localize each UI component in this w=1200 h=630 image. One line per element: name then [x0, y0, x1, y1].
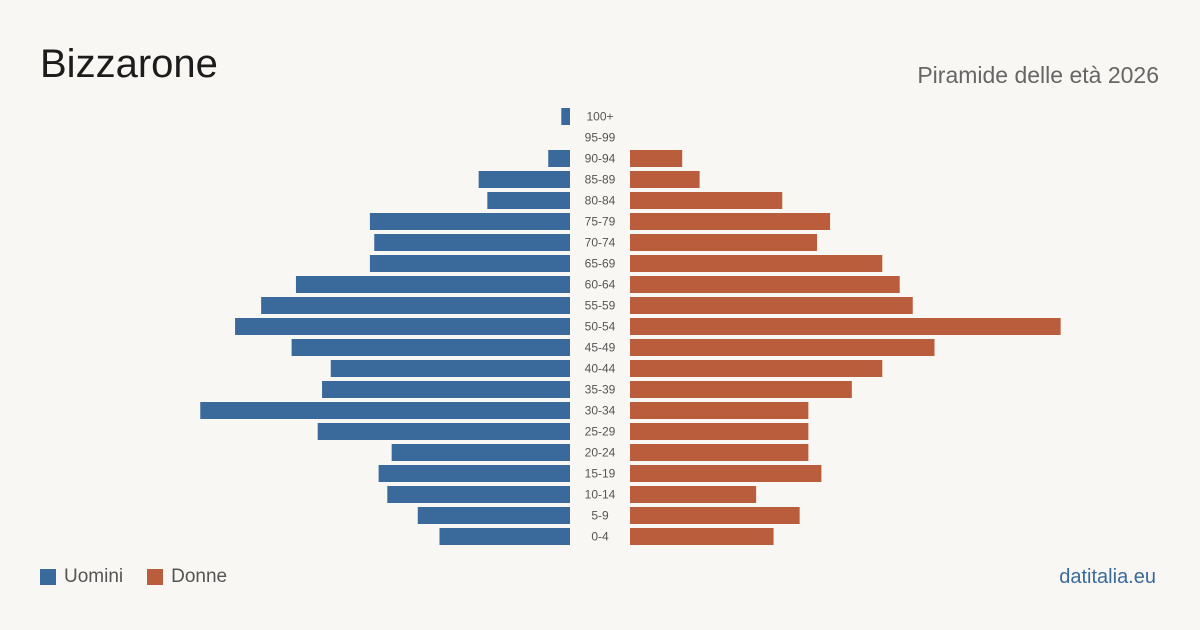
age-label-40-44: 40-44	[585, 362, 616, 376]
age-label-95-99: 95-99	[585, 131, 616, 145]
age-label-80-84: 80-84	[585, 194, 616, 208]
age-label-15-19: 15-19	[585, 467, 616, 481]
bar-women-5-9	[630, 507, 800, 524]
bar-men-70-74	[374, 234, 570, 251]
legend-item-men: Uomini	[40, 566, 123, 588]
bar-women-10-14	[630, 486, 757, 503]
bar-men-30-34	[200, 402, 570, 419]
age-label-45-49: 45-49	[585, 341, 616, 355]
age-label-55-59: 55-59	[585, 299, 616, 313]
legend-swatch-women	[147, 569, 164, 585]
age-label-5-9: 5-9	[591, 509, 609, 523]
bar-men-85-89	[478, 171, 570, 188]
chart-title: Bizzarone	[40, 42, 218, 86]
bar-men-50-54	[235, 318, 571, 335]
age-label-85-89: 85-89	[585, 173, 616, 187]
bar-men-75-79	[369, 213, 570, 230]
bar-women-50-54	[630, 318, 1061, 335]
legend-label-men: Uomini	[64, 566, 124, 587]
bar-women-75-79	[630, 213, 831, 230]
legend-swatch-men	[40, 569, 56, 585]
legend-item-women: Donne	[147, 566, 227, 588]
bar-women-70-74	[630, 234, 818, 251]
age-label-70-74: 70-74	[585, 236, 616, 250]
bar-men-20-24	[391, 444, 570, 461]
age-label-65-69: 65-69	[585, 257, 616, 271]
age-label-60-64: 60-64	[585, 278, 616, 292]
age-label-30-34: 30-34	[585, 404, 616, 418]
bar-women-25-29	[630, 423, 809, 440]
bar-women-20-24	[630, 444, 809, 461]
age-label-0-4: 0-4	[591, 530, 609, 544]
bar-women-65-69	[630, 255, 883, 272]
bar-men-35-39	[322, 381, 570, 398]
age-label-90-94: 90-94	[585, 152, 616, 166]
bar-men-0-4	[439, 528, 570, 545]
age-label-100+: 100+	[586, 110, 613, 124]
bar-women-80-84	[630, 192, 783, 209]
bar-women-0-4	[630, 528, 774, 545]
bar-women-85-89	[630, 171, 700, 188]
bar-women-15-19	[630, 465, 822, 482]
source-link[interactable]: datitalia.eu	[1059, 566, 1156, 588]
bar-women-45-49	[630, 339, 935, 356]
bar-men-65-69	[369, 255, 570, 272]
bar-men-15-19	[378, 465, 570, 482]
bar-men-10-14	[387, 486, 570, 503]
bar-men-60-64	[295, 276, 570, 293]
age-label-35-39: 35-39	[585, 383, 616, 397]
bar-men-90-94	[548, 150, 570, 167]
bar-women-40-44	[630, 360, 883, 377]
bar-men-55-59	[261, 297, 570, 314]
age-label-20-24: 20-24	[585, 446, 616, 460]
bar-women-55-59	[630, 297, 913, 314]
age-label-75-79: 75-79	[585, 215, 616, 229]
bar-men-40-44	[330, 360, 570, 377]
age-label-25-29: 25-29	[585, 425, 616, 439]
legend: Uomini Donne	[40, 566, 251, 588]
bar-men-25-29	[317, 423, 570, 440]
population-pyramid-chart: 100+ 95-99 90-94 85-89 80-84 75-79 70-74 65-69 6…	[200, 108, 1061, 545]
age-label-50-54: 50-54	[585, 320, 616, 334]
bar-men-80-84	[487, 192, 570, 209]
bar-women-30-34	[630, 402, 809, 419]
bar-women-90-94	[630, 150, 683, 167]
chart-subtitle: Piramide delle età 2026	[917, 62, 1159, 88]
bar-men-45-49	[291, 339, 570, 356]
age-label-10-14: 10-14	[585, 488, 616, 502]
bar-men-5-9	[417, 507, 570, 524]
bar-women-35-39	[630, 381, 852, 398]
bar-women-60-64	[630, 276, 900, 293]
bar-men-100+	[561, 108, 570, 125]
legend-label-women: Donne	[171, 566, 228, 587]
